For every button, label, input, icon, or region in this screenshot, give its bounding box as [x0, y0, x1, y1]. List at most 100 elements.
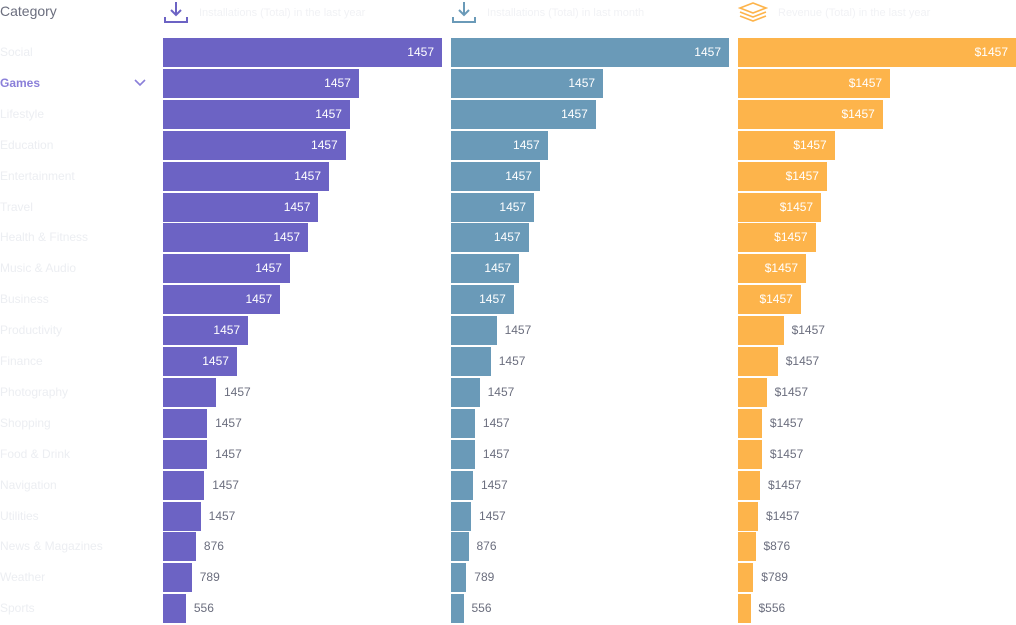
- bar[interactable]: [738, 408, 762, 438]
- bar[interactable]: [738, 68, 891, 98]
- sidebar-item[interactable]: Navigation: [0, 471, 150, 499]
- bar[interactable]: [163, 377, 216, 407]
- sidebar-item[interactable]: Sports: [0, 594, 150, 622]
- bar[interactable]: [451, 254, 520, 284]
- bar[interactable]: [738, 439, 762, 469]
- bar[interactable]: [163, 254, 290, 284]
- bar-value-label: 1457: [568, 75, 596, 90]
- sidebar-item[interactable]: Photography: [0, 378, 150, 406]
- bar[interactable]: [738, 223, 816, 253]
- bar-value-label: $1457: [793, 137, 827, 152]
- bar-value-label: $876: [763, 539, 791, 554]
- sidebar-item[interactable]: Productivity: [0, 316, 150, 344]
- sidebar-item[interactable]: Social: [0, 38, 150, 66]
- bar-row: 1457: [451, 470, 729, 500]
- bar[interactable]: [163, 408, 208, 438]
- bar-value-label: $1457: [785, 168, 819, 183]
- bar[interactable]: [163, 439, 208, 469]
- installs-year-header[interactable]: Installations (Total) in the last year: [163, 0, 365, 26]
- sidebar-item[interactable]: Entertainment: [0, 162, 150, 190]
- bar[interactable]: [451, 439, 475, 469]
- bar[interactable]: [738, 470, 760, 500]
- bar[interactable]: [163, 532, 196, 562]
- bar[interactable]: [163, 130, 346, 160]
- bar[interactable]: [451, 316, 497, 346]
- bar-row: 876: [451, 532, 729, 562]
- bar[interactable]: [738, 501, 759, 531]
- bar-row: 1457: [163, 254, 442, 284]
- bar-value-label: $1457: [974, 45, 1008, 59]
- bar[interactable]: [451, 161, 540, 191]
- bar[interactable]: [451, 192, 535, 222]
- bar-row: 1457: [451, 161, 729, 191]
- sidebar-item[interactable]: Health & Fitness: [0, 223, 150, 251]
- bar[interactable]: [163, 501, 201, 531]
- bar-row: 1457: [163, 439, 442, 469]
- bar[interactable]: [738, 594, 751, 624]
- bar[interactable]: [451, 99, 596, 129]
- bar[interactable]: [163, 285, 281, 315]
- bar[interactable]: [738, 130, 835, 160]
- sidebar-item[interactable]: Music & Audio: [0, 254, 150, 282]
- sidebar-item[interactable]: Shopping: [0, 409, 150, 437]
- bar[interactable]: [163, 347, 237, 376]
- sidebar-item[interactable]: Lifestyle: [0, 100, 150, 128]
- bar[interactable]: [738, 285, 801, 315]
- bar-row: $1457: [738, 347, 1016, 376]
- revenue-year-header[interactable]: Revenue (Total) in the last year: [738, 0, 930, 26]
- bar[interactable]: [451, 285, 514, 315]
- bar-value-label: 1457: [294, 168, 321, 183]
- bar[interactable]: [451, 532, 469, 562]
- bar[interactable]: [163, 99, 350, 129]
- bar[interactable]: [738, 192, 822, 222]
- bar[interactable]: [451, 347, 491, 376]
- bar[interactable]: [738, 254, 807, 284]
- bar[interactable]: [451, 38, 729, 67]
- sidebar-item[interactable]: Travel: [0, 193, 150, 221]
- bar[interactable]: [163, 563, 192, 593]
- bar-value-label: 1457: [479, 292, 506, 307]
- bar[interactable]: [163, 470, 205, 500]
- bar[interactable]: [451, 501, 472, 531]
- sidebar-item[interactable]: Business: [0, 285, 150, 313]
- bar[interactable]: [738, 99, 883, 129]
- bar[interactable]: [163, 223, 309, 253]
- bar[interactable]: [163, 316, 249, 346]
- bar[interactable]: [738, 316, 784, 346]
- bar[interactable]: [451, 563, 467, 593]
- bar[interactable]: [738, 161, 827, 191]
- bar[interactable]: [163, 68, 359, 98]
- sidebar-item[interactable]: Weather: [0, 563, 150, 591]
- bar[interactable]: [738, 377, 767, 407]
- bar[interactable]: [451, 594, 464, 624]
- bar-row: 876: [163, 532, 442, 562]
- bar[interactable]: [451, 68, 604, 98]
- bar[interactable]: [163, 161, 329, 191]
- bar-row: $1457: [738, 285, 1016, 315]
- bar-row: 1457: [163, 130, 442, 160]
- installs-month-header[interactable]: Installations (Total) in last month: [451, 0, 644, 26]
- bar[interactable]: [451, 223, 529, 253]
- sidebar-item[interactable]: Utilities: [0, 502, 150, 530]
- sidebar-item[interactable]: Food & Drink: [0, 440, 150, 468]
- bar-row: 1457: [163, 285, 442, 315]
- sidebar-item[interactable]: Finance: [0, 347, 150, 375]
- bar[interactable]: [738, 563, 754, 593]
- bar-value-label: 1457: [215, 446, 242, 461]
- bar[interactable]: [163, 192, 319, 222]
- bar[interactable]: [451, 408, 475, 438]
- sidebar-item[interactable]: Education: [0, 131, 150, 159]
- chevron-down-icon[interactable]: [134, 69, 146, 97]
- bar[interactable]: [738, 38, 1016, 67]
- bar[interactable]: [738, 532, 756, 562]
- bar[interactable]: [163, 38, 442, 67]
- bar[interactable]: [163, 594, 186, 624]
- sidebar-item-label: Games: [0, 75, 41, 90]
- sidebar-item[interactable]: News & Magazines: [0, 532, 150, 560]
- bar[interactable]: [451, 130, 548, 160]
- bar[interactable]: [738, 347, 778, 376]
- sidebar-item[interactable]: Games: [0, 69, 150, 97]
- bar[interactable]: [451, 470, 473, 500]
- bar-value-label: 1457: [315, 106, 342, 121]
- bar[interactable]: [451, 377, 480, 407]
